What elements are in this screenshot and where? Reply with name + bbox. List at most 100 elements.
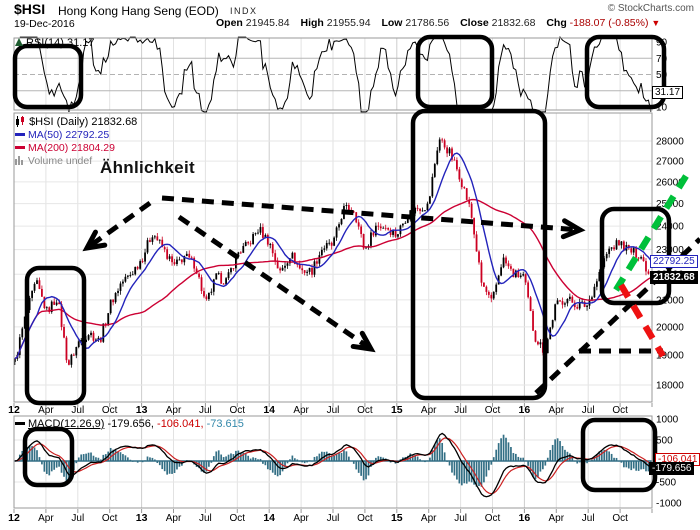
axis-label: 12 <box>8 404 20 416</box>
axis-label: Jul <box>454 405 467 416</box>
macd-value: -179.656, <box>107 418 154 430</box>
axis-label: 1000 <box>656 415 679 426</box>
rsi-line <box>19 36 652 113</box>
last-price-box: 21832.68 <box>650 271 698 284</box>
axis-label: Jul <box>582 513 595 524</box>
ma200-legend-row: MA(200) 21804.29 <box>15 142 137 155</box>
axis-label: 18000 <box>656 381 684 392</box>
ma50-value: 22792.25 <box>65 129 110 141</box>
macd-legend-label[interactable]: MACD(12,26,9) <box>28 418 105 430</box>
axis-label: Oct <box>485 513 501 524</box>
price-legend-symbol[interactable]: $HSI (Daily) <box>29 116 89 128</box>
gridlines <box>13 38 653 513</box>
volume-bars-icon <box>15 156 23 165</box>
axis-label: 14 <box>263 512 275 524</box>
macd-histogram <box>14 434 652 487</box>
ma200-value: 21804.29 <box>71 142 115 154</box>
axis-label: 16 <box>519 512 531 524</box>
volume-label[interactable]: Volume <box>27 155 63 167</box>
rsi-legend-value: 31.17 <box>66 37 95 49</box>
axis-label: Jul <box>71 405 84 416</box>
macd <box>14 432 652 498</box>
axis-label: Jul <box>199 513 212 524</box>
axis-label: 28000 <box>656 137 684 148</box>
symbol-title: $HSI <box>14 1 46 17</box>
axis-label: 26000 <box>656 177 684 188</box>
price-legend-row: $HSI (Daily) 21832.68 <box>15 116 137 129</box>
similarity-annotation-text: Ähnlichkeit <box>100 158 195 177</box>
macd-legend: MACD(12,26,9) -179.656, -106.041, -73.61… <box>15 418 244 430</box>
ma200-line-icon <box>15 145 25 149</box>
axis-label: Apr <box>549 405 565 416</box>
chart-date: 19-Dec-2016 <box>14 18 75 30</box>
down-triangle-icon[interactable]: ▼ <box>651 18 661 28</box>
axis-label: Apr <box>421 513 437 524</box>
axis-label: 16 <box>519 404 531 416</box>
macd-hist-value: -73.615 <box>206 418 244 430</box>
axis-label: 10 <box>656 103 668 114</box>
axis-label: 15 <box>391 404 403 416</box>
axis-label: Apr <box>38 513 54 524</box>
axis-label: Oct <box>357 405 373 416</box>
exchange-label: INDX <box>230 6 258 16</box>
low-label: Low <box>381 17 403 29</box>
axis-label: Apr <box>549 513 565 524</box>
axis-label: Apr <box>293 405 309 416</box>
rsi-current-value-box: 31.17 <box>652 86 684 99</box>
axis-label: -500 <box>656 478 676 489</box>
macd-signal-value: -106.041, <box>157 418 204 430</box>
high-label: High <box>300 17 324 29</box>
axis-label: Jul <box>454 513 467 524</box>
annotation-arrows <box>82 195 700 395</box>
chg-label: Chg <box>546 17 567 29</box>
axis-label: Oct <box>230 405 246 416</box>
macd-line <box>14 432 652 498</box>
axis-label: Jul <box>327 513 340 524</box>
ma50-legend-row: MA(50) 22792.25 <box>15 129 137 142</box>
copyright: © StockCharts.com <box>607 3 694 14</box>
axis-label: Oct <box>102 405 118 416</box>
rsi-icon <box>15 38 23 46</box>
axis-label: 13 <box>136 512 148 524</box>
axis-label: Apr <box>166 513 182 524</box>
axis-label: Oct <box>612 513 628 524</box>
open-value: 21945.84 <box>245 17 290 29</box>
axis-label: -1000 <box>656 499 682 510</box>
chg-value: -188.07 (-0.85%) <box>569 17 649 29</box>
axis-label: 14 <box>263 404 275 416</box>
main-chart-legend: $HSI (Daily) 21832.68 MA(50) 22792.25 MA… <box>15 116 137 168</box>
macd-signal <box>14 437 652 495</box>
ma50-line-icon <box>15 132 25 136</box>
ma200-label[interactable]: MA(200) <box>28 142 69 154</box>
volume-value: undef <box>65 155 93 167</box>
axis-label: Apr <box>166 405 182 416</box>
rsi <box>19 36 652 113</box>
ma50-label[interactable]: MA(50) <box>28 129 63 141</box>
axis-label: Apr <box>293 513 309 524</box>
close-label: Close <box>460 17 489 29</box>
axis-label: 15 <box>391 512 403 524</box>
axis-label: 500 <box>656 436 673 447</box>
rsi-legend: RSI(14) 31.17 <box>15 37 95 49</box>
axis-label: Oct <box>230 513 246 524</box>
axis-label: Jul <box>199 405 212 416</box>
axis-label: Jul <box>582 405 595 416</box>
candlestick-icon <box>16 116 24 127</box>
high-value: 21955.94 <box>326 17 371 29</box>
axis-label: Apr <box>38 405 54 416</box>
macd-signal-line <box>14 437 652 495</box>
axis-label: Oct <box>485 405 501 416</box>
rsi-legend-label[interactable]: RSI(14) <box>26 37 64 49</box>
index-name: Hong Kong Hang Seng (EOD) <box>58 4 219 18</box>
axis-label: 19000 <box>656 351 684 362</box>
axis-label: 27000 <box>656 157 684 168</box>
axis-label: 20000 <box>656 322 684 333</box>
close-value: 21832.68 <box>491 17 536 29</box>
axis-label: Apr <box>421 405 437 416</box>
forecast-lines <box>613 174 689 358</box>
axis-label: 13 <box>136 404 148 416</box>
axis-label: Oct <box>357 513 373 524</box>
low-value: 21786.56 <box>405 17 450 29</box>
